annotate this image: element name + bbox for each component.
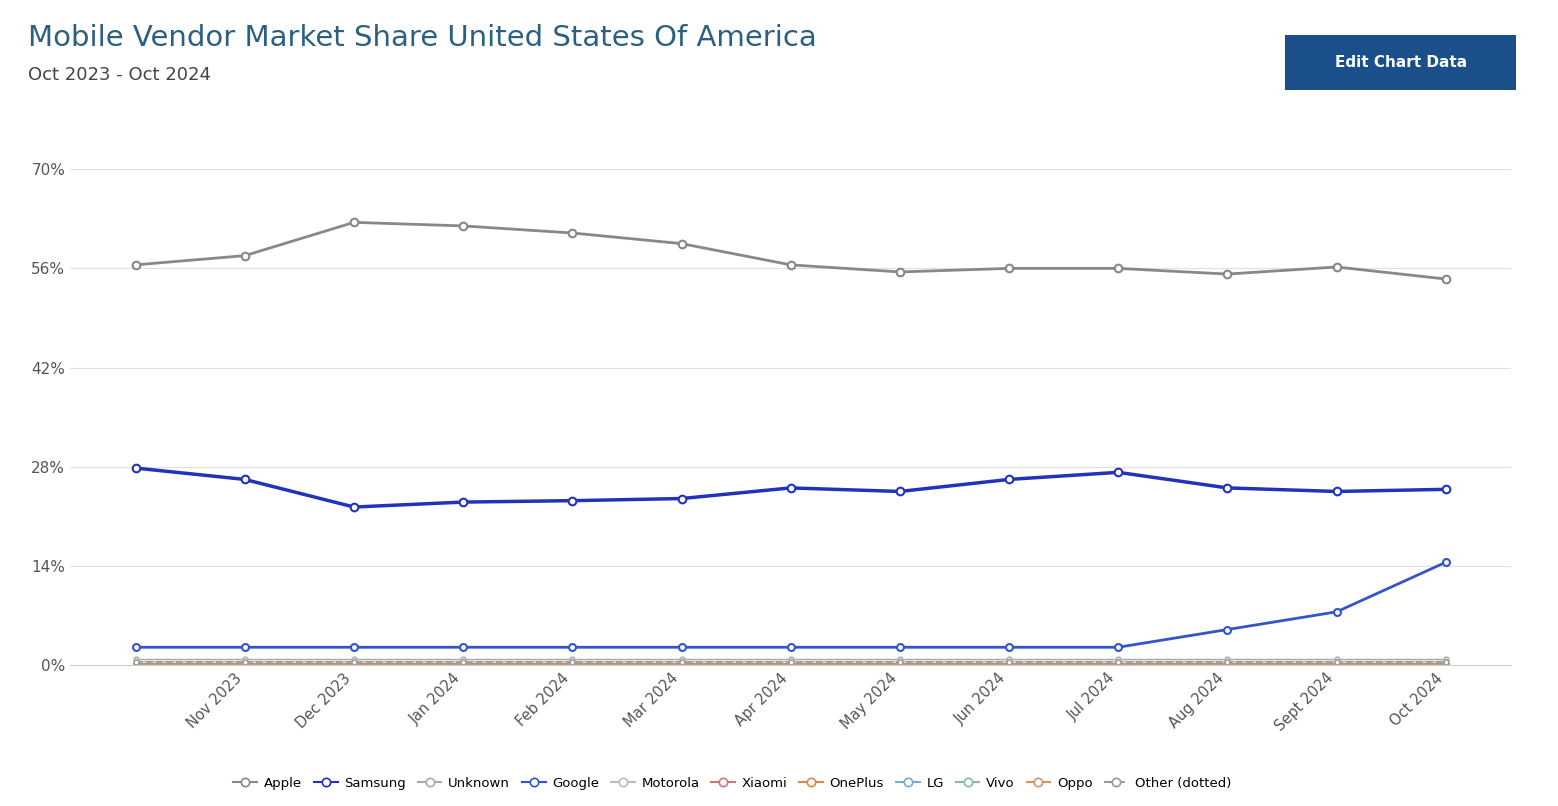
- Text: Oct 2023 - Oct 2024: Oct 2023 - Oct 2024: [28, 66, 210, 84]
- Legend: Apple, Samsung, Unknown, Google, Motorola, Xiaomi, OnePlus, LG, Vivo, Oppo, Othe: Apple, Samsung, Unknown, Google, Motorol…: [227, 772, 1237, 796]
- Text: Edit Chart Data: Edit Chart Data: [1335, 56, 1466, 70]
- Text: Mobile Vendor Market Share United States Of America: Mobile Vendor Market Share United States…: [28, 24, 816, 52]
